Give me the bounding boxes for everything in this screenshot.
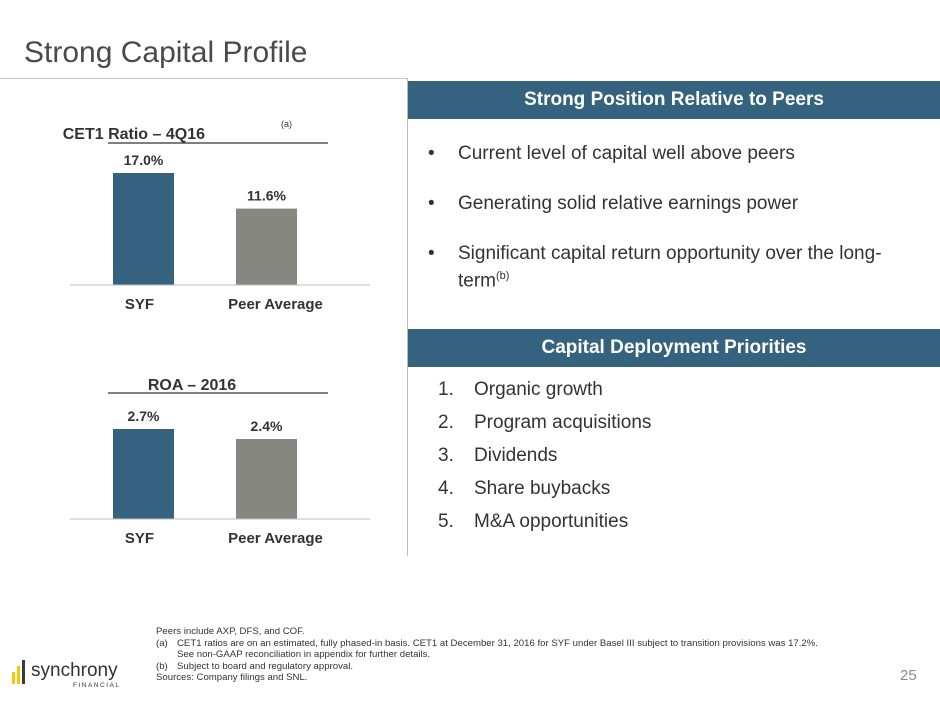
priority-text: Program acquisitions [474, 412, 652, 433]
bullet-item: • Significant capital return opportunity… [428, 242, 898, 292]
vertical-divider [407, 78, 408, 556]
footnote-a: (a) CET1 ratios are on an estimated, ful… [156, 638, 896, 661]
footnote-b: (b) Subject to board and regulatory appr… [156, 661, 896, 673]
priorities-section-header: Capital Deployment Priorities [408, 329, 940, 367]
logo-wordmark: synchrony [31, 660, 118, 681]
priority-text: Share buybacks [474, 478, 611, 499]
bar-syf [113, 429, 174, 519]
priority-text: M&A opportunities [474, 511, 629, 532]
footnote-text: CET1 ratios are on an estimated, fully p… [177, 637, 818, 649]
priorities-list: 1. Organic growth 2. Program acquisitions … [438, 375, 651, 540]
chart-title-footnote: (a) [281, 119, 292, 129]
data-label: 2.7% [128, 408, 160, 424]
priority-item: 3. Dividends [438, 441, 651, 474]
synchrony-logo: synchrony FINANCIAL [10, 652, 135, 695]
bullet-item: • Generating solid relative earnings pow… [428, 192, 898, 215]
footnote-text: Subject to board and regulatory approval… [177, 660, 353, 672]
synchrony-logo-icon [12, 660, 25, 684]
footnotes: Peers include AXP, DFS, and COF. (a) CET… [156, 626, 896, 684]
priority-number: 1. [438, 379, 454, 400]
synchrony-logo-svg: synchrony FINANCIAL [12, 660, 120, 689]
bullet-text: Significant capital return opportunity o… [458, 243, 882, 292]
slide-title: Strong Capital Profile [24, 36, 308, 69]
category-label: Peer Average [228, 530, 323, 547]
priority-number: 4. [438, 478, 454, 499]
bar-peer-average [236, 208, 297, 285]
bars-group: 17.0% SYF 11.6% Peer Average [113, 152, 323, 313]
title-rule [0, 78, 408, 79]
roa-chart: ROA – 2016 2.7% SYF 2.4% Peer Average [60, 360, 370, 560]
priority-item: 1. Organic growth [438, 375, 651, 408]
priority-item: 5. M&A opportunities [438, 507, 651, 540]
peers-note: Peers include AXP, DFS, and COF. [156, 626, 305, 637]
category-label: Peer Average [228, 296, 323, 313]
bars-group: 2.7% SYF 2.4% Peer Average [113, 408, 323, 547]
category-label: SYF [125, 530, 154, 547]
chart-title: CET1 Ratio – 4Q16 [63, 126, 205, 143]
peers-bullet-list: • Current level of capital well above pe… [428, 142, 898, 292]
priority-item: 4. Share buybacks [438, 474, 651, 507]
peers-section-header: Strong Position Relative to Peers [408, 81, 940, 119]
roa-chart-svg: ROA – 2016 2.7% SYF 2.4% Peer Average [70, 377, 370, 547]
bullet-glyph: • [428, 243, 435, 264]
priority-number: 5. [438, 511, 454, 532]
logo-subtext: FINANCIAL [73, 682, 120, 689]
bullet-text: Generating solid relative earnings power [458, 193, 799, 214]
footnote-text-continued: See non-GAAP reconciliation in appendix … [177, 649, 431, 660]
priority-text: Organic growth [474, 379, 603, 400]
bullet-glyph: • [428, 193, 435, 214]
bar-peer-average [236, 439, 297, 519]
data-label: 17.0% [124, 152, 164, 168]
bullet-glyph: • [428, 143, 435, 164]
bullet-footnote-marker: (b) [496, 270, 510, 282]
priority-number: 2. [438, 412, 454, 433]
priority-number: 3. [438, 445, 454, 466]
cet1-ratio-chart: CET1 Ratio – 4Q16 (a) 17.0% SYF 11.6% Peer … [60, 110, 370, 320]
priority-item: 2. Program acquisitions [438, 408, 651, 441]
bullet-text: Current level of capital well above peer… [458, 143, 795, 164]
page-number: 25 [900, 667, 917, 684]
data-label: 11.6% [247, 188, 286, 204]
category-label: SYF [125, 296, 154, 313]
footnote-marker: (b) [156, 660, 168, 672]
sources-note: Sources: Company filings and SNL. [156, 672, 308, 683]
data-label: 2.4% [251, 418, 283, 434]
chart-title: ROA – 2016 [148, 377, 236, 394]
priority-text: Dividends [474, 445, 558, 466]
bullet-item: • Current level of capital well above pe… [428, 142, 898, 165]
bar-syf [113, 173, 174, 285]
cet1-chart-svg: CET1 Ratio – 4Q16 (a) 17.0% SYF 11.6% Peer … [63, 119, 370, 313]
footnote-marker: (a) [156, 637, 168, 649]
